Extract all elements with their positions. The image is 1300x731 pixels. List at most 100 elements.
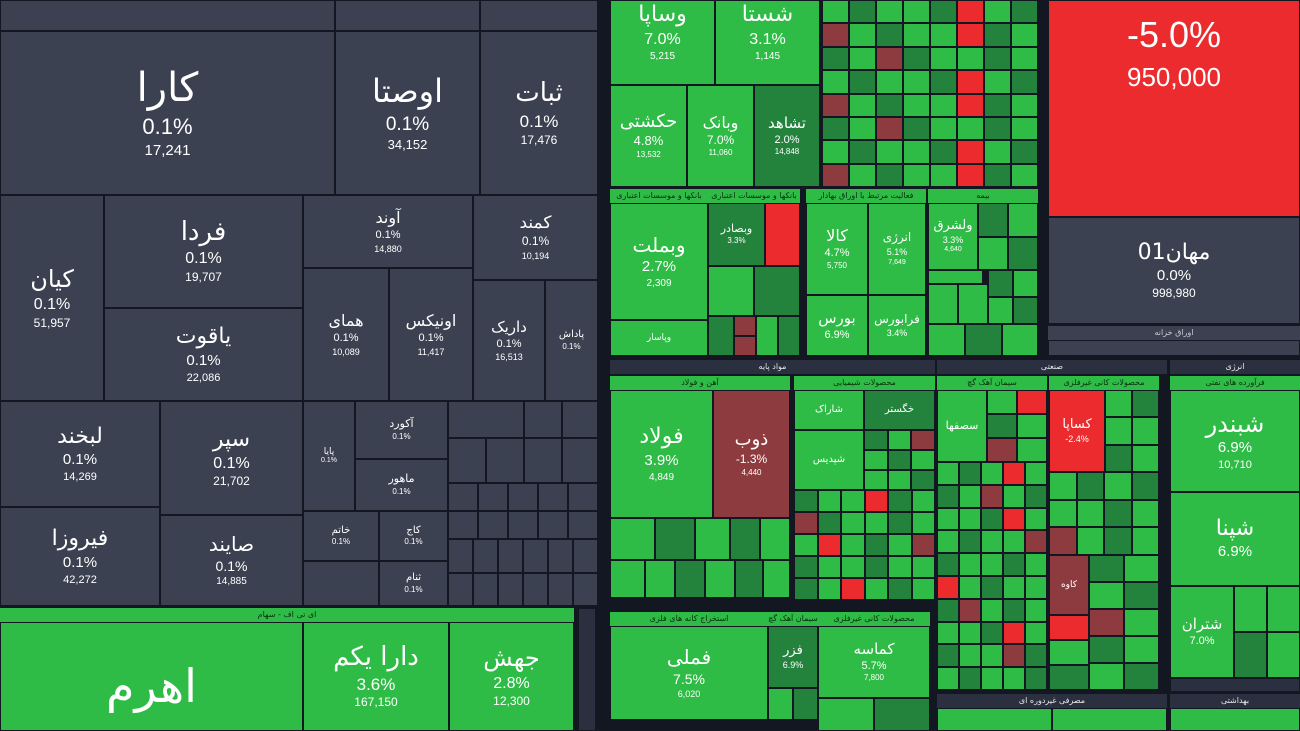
treemap-tile[interactable]: [822, 163, 849, 187]
tile-sanam[interactable]: ثنام 0.1%: [379, 561, 448, 606]
treemap-tile[interactable]: [1131, 499, 1159, 528]
treemap-tile[interactable]: [822, 93, 849, 117]
treemap-tile[interactable]: [1017, 438, 1047, 462]
treemap-tile[interactable]: [1076, 527, 1104, 555]
treemap-tile[interactable]: [903, 46, 930, 71]
treemap-tile[interactable]: [1011, 140, 1038, 164]
treemap-tile[interactable]: [1124, 663, 1159, 690]
treemap-tile[interactable]: [1003, 462, 1025, 485]
treemap-tile[interactable]: [874, 698, 930, 731]
treemap-tile[interactable]: [937, 462, 959, 485]
treemap-tile[interactable]: [978, 237, 1008, 270]
treemap-tile[interactable]: [448, 401, 524, 438]
treemap-tile[interactable]: [984, 163, 1011, 187]
treemap-tile[interactable]: [1049, 499, 1077, 528]
treemap-tile[interactable]: [876, 46, 903, 71]
tile-hakeshti[interactable]: حکشتی 4.8% 13,532: [610, 85, 687, 187]
treemap-tile[interactable]: [756, 316, 778, 356]
treemap-tile[interactable]: [981, 576, 1003, 599]
treemap-tile[interactable]: [849, 93, 876, 117]
treemap-tile[interactable]: [708, 316, 734, 356]
treemap-tile[interactable]: [958, 284, 988, 324]
treemap-tile[interactable]: [1003, 621, 1025, 645]
tile-zob[interactable]: ذوب -1.3% 4,440: [713, 390, 790, 518]
treemap-tile[interactable]: [984, 93, 1011, 117]
treemap-tile[interactable]: [928, 324, 965, 356]
treemap-tile[interactable]: [763, 560, 790, 598]
treemap-tile[interactable]: [1025, 507, 1047, 531]
treemap-tile[interactable]: [864, 534, 888, 556]
treemap-tile[interactable]: [876, 163, 903, 187]
treemap-tile[interactable]: [1170, 708, 1300, 731]
treemap-tile[interactable]: [1132, 390, 1159, 418]
tile-paya[interactable]: پایا 0.1%: [303, 401, 355, 511]
treemap-tile[interactable]: [523, 539, 548, 573]
treemap-tile[interactable]: [822, 0, 849, 24]
tile-darik[interactable]: داریک 0.1% 16,513: [473, 280, 545, 401]
treemap-tile[interactable]: [1049, 640, 1089, 665]
treemap-tile[interactable]: [1008, 237, 1038, 270]
treemap-tile[interactable]: [903, 23, 930, 47]
treemap-tile[interactable]: [841, 490, 865, 512]
treemap-tile[interactable]: [937, 576, 959, 599]
tile-vbmellat[interactable]: وبملت 2.7% 2,309: [610, 203, 708, 320]
treemap-tile[interactable]: [778, 316, 800, 356]
treemap-tile[interactable]: [1013, 270, 1038, 297]
treemap-tile[interactable]: [911, 556, 935, 578]
tile-shpena[interactable]: شپنا 6.9%: [1170, 492, 1300, 586]
treemap-tile[interactable]: [849, 140, 876, 164]
tile-kala[interactable]: کالا 4.7% 5,750: [806, 203, 868, 295]
tile-vbank[interactable]: وبانک 7.0% 11,060: [687, 85, 754, 187]
tile-kamaseh[interactable]: کماسه 5.7% 7,800: [818, 626, 930, 698]
treemap-tile[interactable]: [822, 46, 849, 71]
treemap-tile[interactable]: [486, 438, 524, 483]
treemap-tile[interactable]: [1003, 576, 1025, 599]
treemap-tile[interactable]: [1104, 472, 1132, 500]
treemap-tile[interactable]: [981, 644, 1003, 668]
treemap-tile[interactable]: [903, 140, 930, 164]
treemap-tile[interactable]: [981, 667, 1003, 690]
treemap-tile[interactable]: [876, 0, 903, 24]
treemap-tile[interactable]: [911, 534, 935, 556]
treemap-tile[interactable]: [911, 578, 935, 600]
treemap-tile[interactable]: [1076, 499, 1104, 528]
tile-kaj[interactable]: کاج 0.1%: [379, 511, 448, 561]
treemap-tile[interactable]: [1002, 324, 1038, 356]
treemap-tile[interactable]: [1011, 163, 1038, 187]
treemap-tile[interactable]: [793, 688, 818, 720]
tile-akord[interactable]: آکورد 0.1%: [355, 401, 448, 459]
treemap-tile[interactable]: [448, 438, 486, 483]
treemap-tile[interactable]: [937, 507, 959, 531]
treemap-tile[interactable]: [817, 556, 841, 578]
treemap-tile[interactable]: [864, 470, 888, 490]
treemap-tile[interactable]: [876, 70, 903, 94]
tile-kian[interactable]: کیان 0.1% 51,957: [0, 195, 104, 401]
treemap-tile[interactable]: [1131, 527, 1159, 555]
tile-homay[interactable]: همای 0.1% 10,089: [303, 268, 389, 401]
treemap-tile[interactable]: [1089, 609, 1124, 636]
tile-mahour[interactable]: ماهور 0.1%: [355, 459, 448, 511]
treemap-tile[interactable]: [864, 512, 888, 534]
treemap-tile[interactable]: [911, 490, 935, 512]
tile-sayand[interactable]: صایند 0.1% 14,885: [160, 515, 303, 606]
treemap-tile[interactable]: [335, 0, 480, 31]
treemap-tile[interactable]: [817, 512, 841, 534]
tile-valshargh[interactable]: ولشرق 3.3% 4,640: [928, 203, 978, 270]
treemap-tile[interactable]: [987, 390, 1017, 414]
treemap-tile[interactable]: [1003, 553, 1025, 576]
treemap-tile[interactable]: [708, 266, 754, 316]
tile-ousta[interactable]: اوصتا 0.1% 34,152: [335, 31, 480, 195]
treemap-tile[interactable]: [1234, 586, 1267, 632]
treemap-tile[interactable]: [957, 163, 984, 187]
treemap-tile[interactable]: [538, 511, 568, 539]
treemap-tile[interactable]: [1234, 632, 1267, 678]
treemap-tile[interactable]: [735, 560, 763, 598]
tile-fameli[interactable]: فملی 7.5% 6,020: [610, 626, 768, 720]
treemap-tile[interactable]: [303, 561, 379, 606]
treemap-tile[interactable]: [448, 483, 478, 511]
treemap-tile[interactable]: [981, 530, 1003, 554]
treemap-tile[interactable]: [1003, 484, 1025, 508]
treemap-tile[interactable]: [959, 462, 981, 485]
treemap-tile[interactable]: [937, 598, 959, 622]
treemap-tile[interactable]: [849, 163, 876, 187]
